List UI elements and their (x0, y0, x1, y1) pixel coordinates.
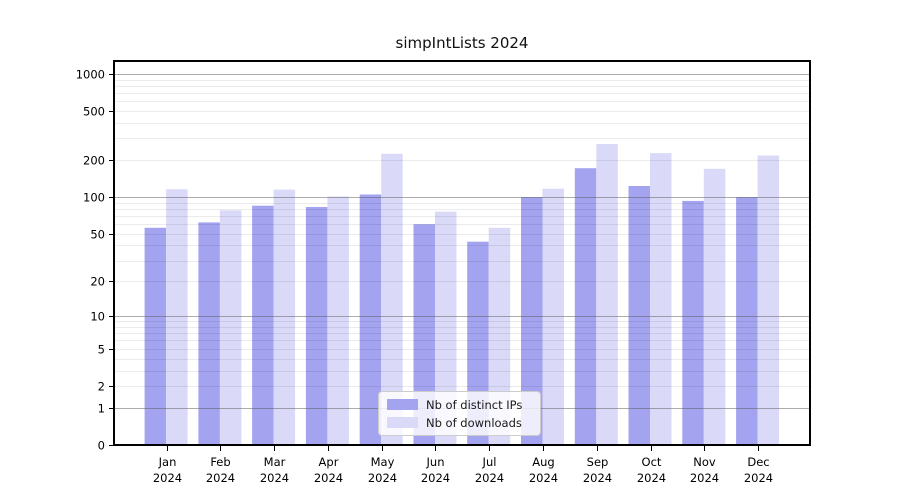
bar-ips-dec (736, 197, 758, 445)
tick-label: 2024 (583, 471, 612, 485)
bar-ips-mar (252, 205, 274, 445)
tick-label: Apr (319, 455, 339, 469)
bar-ips-jun (413, 224, 435, 445)
bar-downloads-apr (327, 196, 349, 445)
tick-label: Nov (693, 455, 716, 469)
legend-label-downloads: Nb of downloads (426, 415, 522, 430)
tick-label: 2024 (260, 471, 289, 485)
bar-ips-sep (574, 168, 597, 445)
bar-downloads-dec (757, 155, 780, 445)
tick-label: 20 (90, 275, 105, 289)
tick-label: Jun (426, 455, 445, 469)
tick-label: Jul (482, 455, 497, 469)
tick-label: 100 (83, 191, 105, 205)
tick-label: 2024 (475, 471, 504, 485)
tick-label: Mar (264, 455, 286, 469)
legend-item-downloads: Nb of downloads (387, 416, 540, 430)
tick-label: 2024 (314, 471, 343, 485)
legend-swatch-distinct-ips (387, 399, 418, 410)
legend: Nb of distinct IPs Nb of downloads (378, 391, 541, 436)
tick-label: 2 (98, 380, 105, 394)
tick-label: 2024 (153, 471, 182, 485)
bar-downloads-oct (650, 153, 672, 445)
bar-downloads-sep (596, 144, 618, 445)
legend-label-distinct-ips: Nb of distinct IPs (426, 397, 523, 412)
gridlines (114, 73, 810, 410)
bar-ips-oct (628, 186, 650, 445)
axes: 0 1 2 5 10 20 50 100 200 500 1000 Jan 2024 Feb 2024 Mar… (76, 60, 811, 485)
bar-downloads-jul (488, 227, 511, 445)
bar-ips-aug (521, 197, 543, 445)
tick-label: 200 (83, 154, 105, 168)
bar-downloads-nov (703, 168, 726, 446)
tick-label: Dec (747, 455, 769, 469)
tick-label: 0 (98, 439, 105, 453)
bar-ips-apr (305, 207, 328, 445)
tick-label: Sep (587, 455, 609, 469)
tick-label: 5 (98, 343, 105, 357)
tick-label: 2024 (690, 471, 719, 485)
tick-label: May (371, 455, 395, 469)
bars (144, 144, 780, 446)
tick-label: 500 (83, 105, 105, 119)
tick-label: Jan (158, 455, 177, 469)
bar-downloads-jun (435, 211, 457, 445)
legend-swatch-downloads (387, 417, 418, 428)
bar-ips-feb (198, 222, 220, 445)
tick-label: 10 (90, 310, 105, 324)
plot-border (113, 60, 811, 446)
tick-label: Feb (210, 455, 230, 469)
bar-downloads-may (381, 153, 403, 446)
legend-item-distinct-ips: Nb of distinct IPs (387, 398, 540, 412)
tick-label: 1 (98, 402, 105, 416)
bar-downloads-mar (273, 189, 296, 445)
bar-downloads-feb (219, 210, 242, 445)
tick-label: 2024 (744, 471, 773, 485)
tick-label: 50 (90, 228, 105, 242)
tick-label: 2024 (637, 471, 666, 485)
bar-ips-nov (682, 200, 704, 445)
tick-label: 2024 (206, 471, 235, 485)
tick-label: Aug (532, 455, 554, 469)
chart-title: simpIntLists 2024 (395, 34, 529, 52)
bar-ips-jan (144, 227, 167, 445)
tick-label: Oct (642, 455, 662, 469)
tick-label: 1000 (76, 68, 105, 82)
tick-label: 2024 (368, 471, 397, 485)
tick-label: 2024 (529, 471, 558, 485)
tick-label: 2024 (421, 471, 450, 485)
bar-ips-may (359, 194, 382, 445)
